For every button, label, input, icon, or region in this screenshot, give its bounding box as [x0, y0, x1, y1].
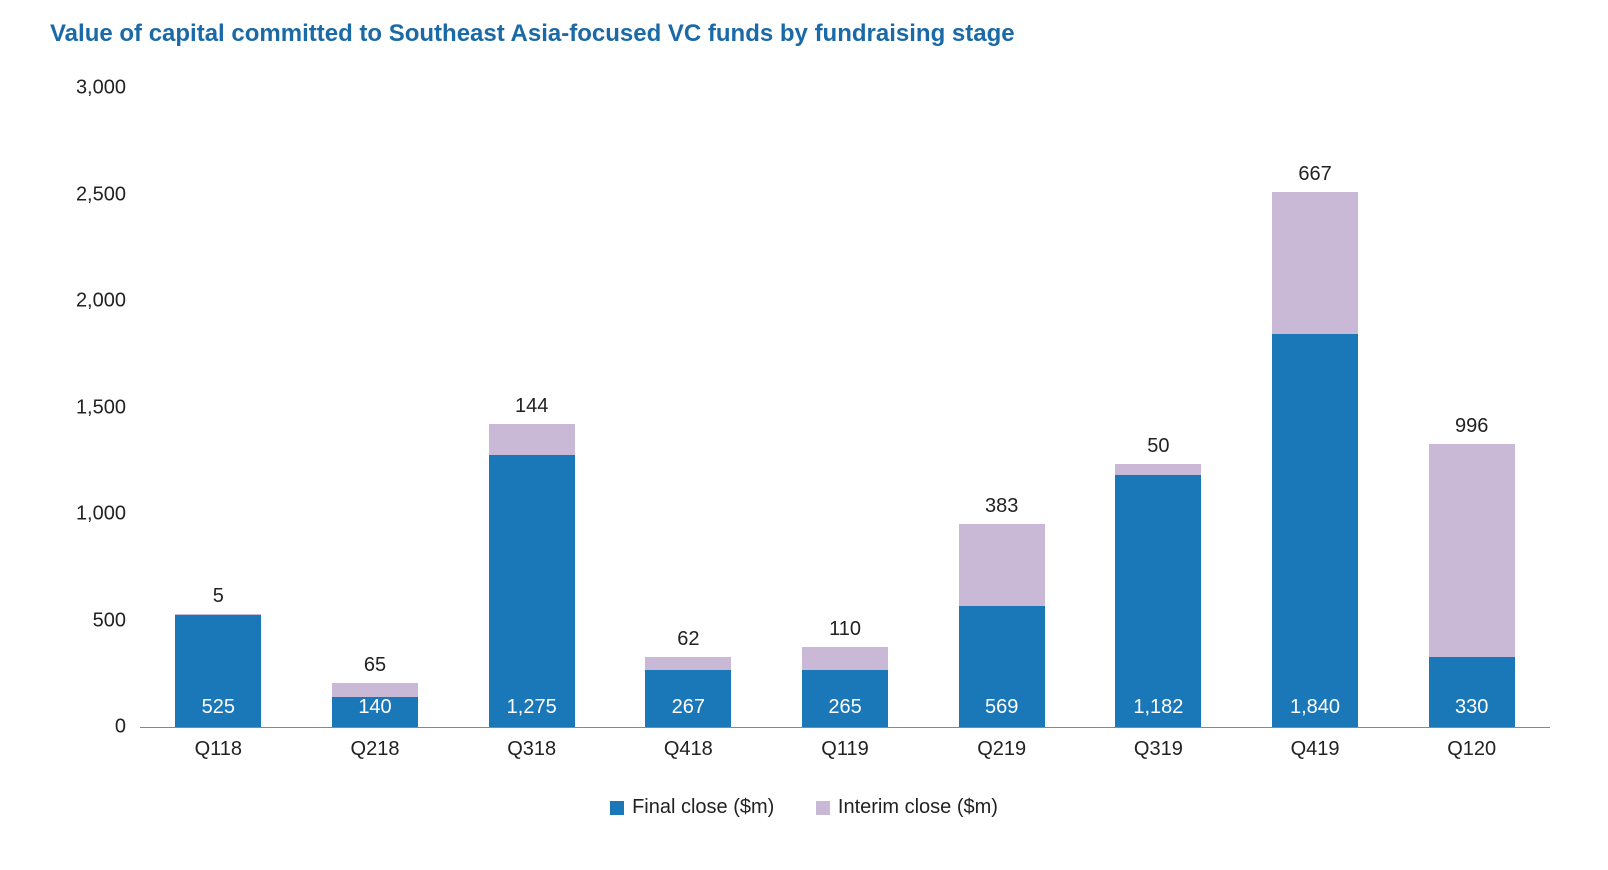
chart-container: Value of capital committed to Southeast … [0, 0, 1608, 870]
bar-value-interim: 144 [515, 395, 548, 424]
bar-slot: 14065 [297, 88, 454, 727]
bar-column: 14065 [332, 683, 418, 727]
bar-value-final: 525 [202, 696, 235, 719]
x-tick-label: Q119 [767, 738, 924, 768]
bar-column: 1,275 144 [489, 424, 575, 727]
bar-segment-final: 1,275 [489, 455, 575, 727]
x-tick-label: Q218 [297, 738, 454, 768]
y-tick-label: 2,500 [76, 183, 140, 206]
y-tick-label: 2,000 [76, 290, 140, 313]
y-tick-label: 1,000 [76, 503, 140, 526]
bar-value-interim: 383 [985, 495, 1018, 524]
bar-column: 265 110 [802, 647, 888, 727]
bar-slot: 525 5 [140, 88, 297, 727]
bar-value-final: 330 [1455, 696, 1488, 719]
x-tick-label: Q418 [610, 738, 767, 768]
bar-column: 1,840 667 [1272, 192, 1358, 727]
x-tick-label: Q120 [1393, 738, 1550, 768]
bar-value-final: 1,275 [507, 696, 557, 719]
bar-value-final: 569 [985, 696, 1018, 719]
x-tick-label: Q219 [923, 738, 1080, 768]
bar-segment-final: 1,182 [1115, 475, 1201, 727]
bar-slot: 1,840 667 [1237, 88, 1394, 727]
bar-value-interim: 50 [1147, 435, 1169, 464]
bar-column: 1,182 50 [1115, 464, 1201, 727]
legend: Final close ($m) Interim close ($m) [40, 796, 1568, 821]
bar-slot: 267 62 [610, 88, 767, 727]
x-tick-label: Q419 [1237, 738, 1394, 768]
bar-value-final: 265 [828, 696, 861, 719]
legend-item-interim: Interim close ($m) [816, 796, 998, 819]
bar-column: 525 5 [175, 614, 261, 727]
legend-label-interim: Interim close ($m) [838, 796, 998, 819]
bar-value-interim: 996 [1455, 415, 1488, 444]
bar-segment-final: 569 [959, 606, 1045, 727]
bar-slot: 265 110 [767, 88, 924, 727]
bar-value-interim: 110 [829, 618, 861, 647]
bar-value-interim: 65 [364, 654, 386, 683]
bar-slot: 1,182 50 [1080, 88, 1237, 727]
bars-group: 5255140651,275144267622651105693831,1825… [140, 88, 1550, 727]
bar-segment-interim: 667 [1272, 192, 1358, 334]
bar-segment-interim: 5 [175, 614, 261, 615]
bar-segment-interim: 62 [645, 657, 731, 670]
x-tick-label: Q319 [1080, 738, 1237, 768]
bar-segment-interim: 144 [489, 424, 575, 455]
bar-column: 267 62 [645, 657, 731, 727]
legend-swatch-final [610, 801, 624, 815]
legend-label-final: Final close ($m) [632, 796, 774, 819]
y-tick-label: 0 [115, 716, 140, 739]
bar-segment-interim: 996 [1429, 444, 1515, 656]
bar-segment-interim: 110 [802, 647, 888, 670]
x-tick-label: Q318 [453, 738, 610, 768]
bar-value-interim: 62 [677, 628, 699, 657]
bar-segment-interim: 383 [959, 524, 1045, 606]
bar-segment-final: 1,840 [1272, 334, 1358, 727]
bar-slot: 1,275 144 [453, 88, 610, 727]
bar-value-interim: 667 [1298, 163, 1331, 192]
bar-segment-final: 525 [175, 615, 261, 727]
bar-slot: 330 996 [1393, 88, 1550, 727]
chart-wrap: 5255140651,275144267622651105693831,1825… [50, 68, 1570, 788]
bar-segment-final: 267 [645, 670, 731, 727]
bar-segment-interim: 50 [1115, 464, 1201, 475]
y-tick-label: 500 [93, 609, 140, 632]
y-tick-label: 1,500 [76, 396, 140, 419]
bar-value-interim: 5 [213, 585, 224, 614]
bar-column: 330 996 [1429, 444, 1515, 727]
bar-segment-interim: 65 [332, 683, 418, 697]
x-axis-labels: Q118Q218Q318Q418Q119Q219Q319Q419Q120 [140, 738, 1550, 768]
bar-segment-final: 265 [802, 670, 888, 727]
bar-slot: 569 383 [923, 88, 1080, 727]
bar-column: 569 383 [959, 524, 1045, 727]
plot-area: 5255140651,275144267622651105693831,1825… [140, 88, 1550, 728]
bar-segment-final: 140 [332, 697, 418, 727]
chart-title: Value of capital committed to Southeast … [50, 20, 1568, 48]
bar-value-final: 1,840 [1290, 696, 1340, 719]
bar-segment-final: 330 [1429, 657, 1515, 727]
legend-swatch-interim [816, 801, 830, 815]
legend-item-final: Final close ($m) [610, 796, 774, 819]
bar-value-final: 1,182 [1133, 696, 1183, 719]
bar-value-final: 267 [672, 696, 705, 719]
y-tick-label: 3,000 [76, 77, 140, 100]
bar-value-final: 140 [358, 696, 391, 719]
x-tick-label: Q118 [140, 738, 297, 768]
